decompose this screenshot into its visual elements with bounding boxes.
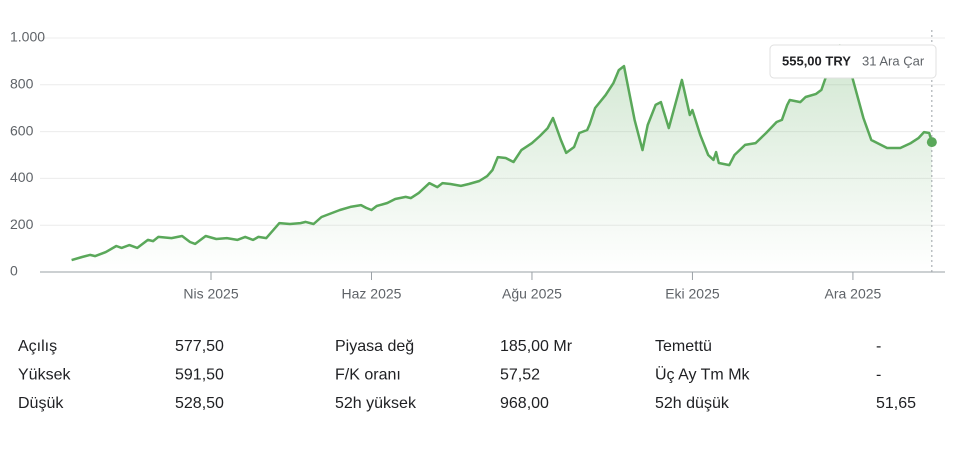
stat-value: - [876,367,881,384]
stat-value: 577,50 [175,338,224,355]
stat-label: Düşük [18,395,64,412]
y-tick-label: 600 [10,122,34,138]
y-tick-label: 800 [10,76,34,92]
price-chart: 0 200 400 600 800 1.000 Nis 2025 Haz 2025 Ağu 20… [10,29,945,302]
x-tick-label: Ağu 2025 [502,286,562,302]
x-tick-label: Ara 2025 [825,286,882,302]
stat-value: 591,50 [175,367,224,384]
x-tick-label: Haz 2025 [342,286,402,302]
stat-label: F/K oranı [335,367,401,384]
stat-label: Açılış [18,338,57,355]
stat-label: Yüksek [18,367,71,384]
stat-label: Temettü [655,338,712,355]
x-tick-label: Eki 2025 [665,286,720,302]
stat-label: Piyasa değ [335,338,414,355]
tooltip-box [769,44,937,79]
stat-label: Üç Ay Tm Mk [655,366,751,384]
stats-table: Açılış 577,50 Piyasa değ 185,00 Mr Temettü - Y… [18,338,916,412]
y-tick-label: 1.000 [10,29,45,45]
stat-label: 52h yüksek [335,395,417,412]
y-tick-label: 0 [10,263,18,279]
hover-dot [926,137,937,148]
y-tick-label: 200 [10,216,34,232]
stat-value: 528,50 [175,395,224,412]
stat-label: 52h düşük [655,395,730,412]
stat-value: - [876,338,881,355]
stat-value: 185,00 Mr [500,338,573,355]
tooltip-date: 31 Ara Çar [862,53,925,68]
tooltip-price: 555,00 TRY [782,53,851,68]
x-tick-label: Nis 2025 [183,286,238,302]
stat-value: 51,65 [876,395,916,412]
y-tick-label: 400 [10,169,34,185]
price-line [71,44,934,262]
stat-value: 57,52 [500,367,540,384]
stat-value: 968,00 [500,395,549,412]
